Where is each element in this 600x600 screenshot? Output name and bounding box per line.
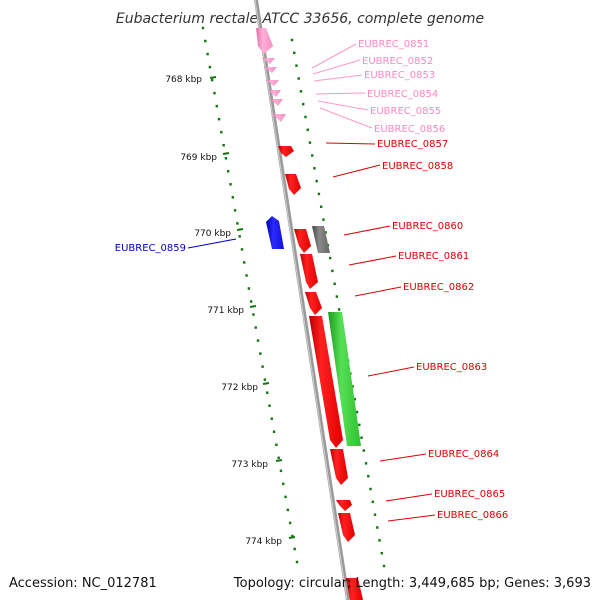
- gene-label-eubrec-0863: EUBREC_0863: [416, 362, 487, 373]
- gene-eubrec-0851-arrow[interactable]: [256, 28, 273, 54]
- gene-eubrec-0860-arrow[interactable]: [294, 229, 311, 253]
- gene-label-eubrec-0852: EUBREC_0852: [362, 56, 433, 67]
- gene-eubrec-0858-arrow[interactable]: [285, 174, 301, 195]
- tick-label: 770 kbp: [194, 229, 231, 239]
- gene-eubrec-0856-arrow[interactable]: [272, 114, 286, 122]
- label-connectors: [187, 43, 436, 522]
- tick-5: 773 kbp: [231, 459, 283, 470]
- gene-label-eubrec-0853: EUBREC_0853: [364, 70, 435, 81]
- gene-eubrec-0853-arrow[interactable]: [264, 67, 277, 73]
- gene-eubrec-0855b-arrow[interactable]: [270, 99, 283, 106]
- genome-backbone-highlight: [254, 0, 348, 600]
- gene-eubrec-0857-arrow[interactable]: [278, 146, 294, 157]
- gene-eubrec-0863-arrow[interactable]: [309, 316, 343, 448]
- gene-eubrec-0855-arrow[interactable]: [268, 90, 281, 97]
- tick-2: 770 kbp: [194, 228, 244, 239]
- map-title: Eubacterium rectale ATCC 33656, complete…: [116, 11, 484, 27]
- gene-label-eubrec-0860: EUBREC_0860: [392, 221, 463, 232]
- gene-eubrec-0859-arrow[interactable]: [266, 216, 284, 249]
- gene-label-eubrec-0866: EUBREC_0866: [437, 510, 508, 521]
- tick-label: 772 kbp: [221, 383, 258, 393]
- gene-label-eubrec-0856: EUBREC_0856: [374, 124, 445, 135]
- tick-6: 774 kbp: [245, 536, 296, 547]
- gene-label-eubrec-0861: EUBREC_0861: [398, 251, 469, 262]
- tick-label: 773 kbp: [231, 460, 268, 470]
- gene-label-eubrec-0862: EUBREC_0862: [403, 282, 474, 293]
- tick-3: 771 kbp: [207, 305, 257, 316]
- gray-feature[interactable]: [312, 226, 330, 253]
- tick-label: 768 kbp: [165, 75, 202, 85]
- outer-dotted-track: [290, 38, 386, 568]
- tick-1: 769 kbp: [180, 152, 230, 163]
- gene-eubrec-0854-arrow[interactable]: [266, 80, 279, 86]
- gene-eubrec-0866-arrow[interactable]: [338, 513, 355, 542]
- green-feature[interactable]: [328, 312, 361, 446]
- accession-label: Accession: NC_012781: [9, 576, 157, 591]
- tick-label: 771 kbp: [207, 306, 244, 316]
- tick-0: 768 kbp: [165, 75, 217, 85]
- gene-label-eubrec-0854: EUBREC_0854: [367, 89, 438, 100]
- gene-label-eubrec-0865: EUBREC_0865: [434, 489, 505, 500]
- gene-eubrec-0862-arrow[interactable]: [305, 292, 322, 315]
- gene-next-arrow[interactable]: [346, 578, 363, 600]
- genome-summary: Topology: circular; Length: 3,449,685 bp…: [233, 576, 591, 591]
- gene-label-eubrec-0857: EUBREC_0857: [377, 139, 448, 150]
- gene-eubrec-0864-arrow[interactable]: [330, 449, 348, 485]
- tick-label: 769 kbp: [180, 153, 217, 163]
- gene-label-eubrec-0859: EUBREC_0859: [115, 243, 186, 254]
- gene-eubrec-0861-arrow[interactable]: [300, 254, 318, 289]
- gene-label-eubrec-0855: EUBREC_0855: [370, 106, 441, 117]
- gene-label-eubrec-0851: EUBREC_0851: [358, 39, 429, 50]
- tick-4: 772 kbp: [221, 382, 270, 393]
- gene-eubrec-0865-arrow[interactable]: [336, 500, 352, 511]
- gene-label-eubrec-0864: EUBREC_0864: [428, 449, 499, 460]
- gene-label-eubrec-0858: EUBREC_0858: [382, 161, 453, 172]
- tick-label: 774 kbp: [245, 537, 282, 547]
- gene-eubrec-0852-arrow[interactable]: [262, 58, 275, 64]
- inner-dotted-track: [201, 26, 299, 564]
